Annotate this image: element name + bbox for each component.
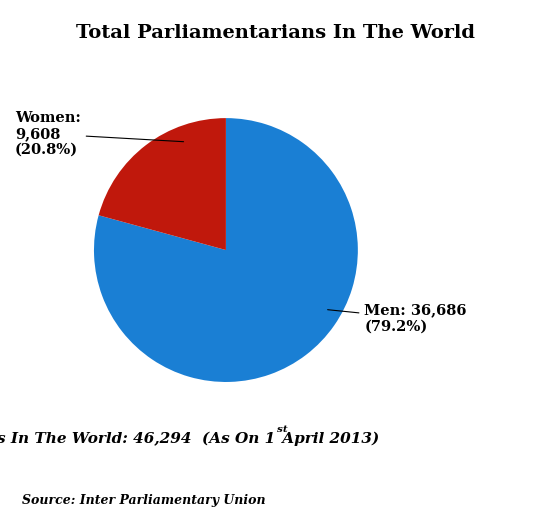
- Text: Total MPs In The World: 46,294  (As On 1: Total MPs In The World: 46,294 (As On 1: [0, 432, 276, 446]
- Wedge shape: [94, 118, 358, 382]
- Wedge shape: [99, 118, 226, 250]
- Text: Women:
9,608
(20.8%): Women: 9,608 (20.8%): [15, 111, 183, 157]
- Text: April 2013): April 2013): [277, 431, 379, 446]
- Text: Men: 36,686
(79.2%): Men: 36,686 (79.2%): [328, 304, 467, 334]
- Text: Total Parliamentarians In The World: Total Parliamentarians In The World: [76, 24, 475, 42]
- Text: st: st: [277, 425, 287, 434]
- Text: Source: Inter Parliamentary Union: Source: Inter Parliamentary Union: [22, 494, 266, 506]
